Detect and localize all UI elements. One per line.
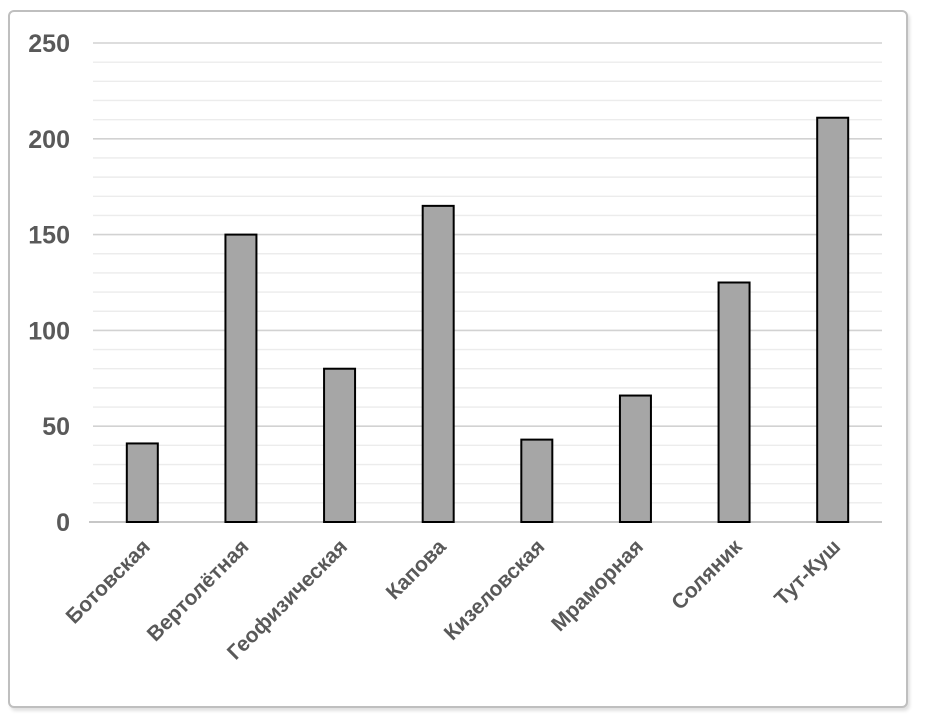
x-tick-label-5: Мраморная — [547, 535, 648, 636]
bar-3 — [421, 204, 455, 524]
y-tick-label-200: 200 — [28, 126, 70, 154]
bar-5 — [618, 394, 652, 524]
x-tick-label-1: Вертолётная — [143, 535, 254, 646]
y-tick-label-50: 50 — [42, 413, 70, 441]
x-tick-label-6: Соляник — [667, 535, 747, 615]
x-tick-label-0: Ботовская — [62, 535, 155, 628]
y-tick-label-250: 250 — [28, 30, 70, 58]
y-tick-label-150: 150 — [28, 222, 70, 250]
bar-1 — [224, 233, 258, 523]
bar-0 — [125, 442, 159, 523]
bar-chart-svg: 050100150200250БотовскаяВертолётнаяГеофи… — [28, 30, 882, 664]
x-tick-label-7: Тут-Куш — [770, 535, 845, 610]
bar-4 — [520, 438, 554, 523]
x-tick-label-4: Кизеловская — [440, 535, 550, 645]
y-tick-label-100: 100 — [28, 317, 70, 345]
bar-6 — [717, 281, 751, 523]
chart-frame: 0 50 100 150 200 250 Ботовская Вертолётная Геофи… — [8, 10, 908, 708]
bar-2 — [323, 367, 357, 523]
x-tick-label-3: Капова — [382, 535, 451, 604]
bar-7 — [816, 116, 850, 523]
y-tick-label-0: 0 — [56, 509, 70, 537]
